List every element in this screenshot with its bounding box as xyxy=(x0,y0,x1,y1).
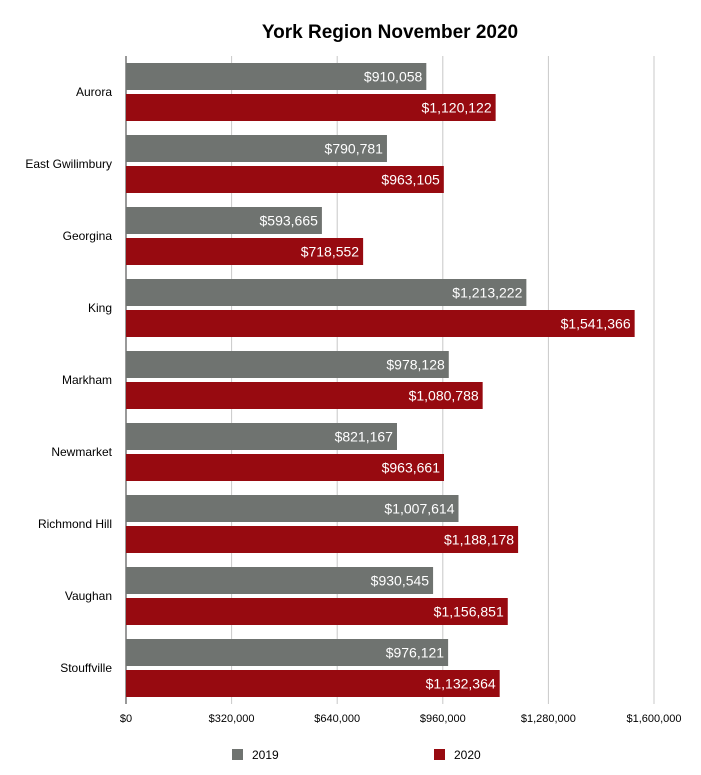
bars: $910,058 $1,120,122 $790,781 $963,105 $593,6… xyxy=(126,63,635,697)
category-label: Markham xyxy=(62,373,112,387)
legend-label: 2020 xyxy=(454,748,481,762)
x-tick-label: $320,000 xyxy=(209,713,255,725)
bar-value-label: $593,665 xyxy=(260,213,319,229)
legend-swatch xyxy=(232,749,243,760)
legend: 2019 2020 xyxy=(232,748,481,762)
bar-value-label: $930,545 xyxy=(371,573,430,589)
bar-value-label: $978,128 xyxy=(386,357,445,373)
bar-value-label: $1,213,222 xyxy=(452,285,522,301)
legend-label: 2019 xyxy=(252,748,279,762)
bar-value-label: $821,167 xyxy=(335,429,394,445)
chart-title: York Region November 2020 xyxy=(262,22,518,43)
bar-value-label: $910,058 xyxy=(364,69,423,85)
bar-value-label: $1,156,851 xyxy=(434,604,504,620)
category-label: Newmarket xyxy=(51,445,112,459)
bar-2019-richmond-hill xyxy=(126,495,459,522)
bar-2019-stouffville xyxy=(126,639,449,666)
bar-2020-vaughan xyxy=(126,598,508,625)
bar-value-label: $963,105 xyxy=(381,172,440,188)
bar-2019-east-gwilimbury xyxy=(126,135,387,162)
bar-value-label: $1,132,364 xyxy=(426,676,496,692)
bar-2020-stouffville xyxy=(126,670,500,697)
bar-value-label: $1,541,366 xyxy=(561,316,631,332)
bar-2019-georgina xyxy=(126,207,322,234)
legend-swatch xyxy=(434,749,445,760)
bar-2020-newmarket xyxy=(126,454,445,481)
bar-value-label: $1,007,614 xyxy=(384,501,454,517)
bar-2020-king xyxy=(126,310,635,337)
bar-2019-aurora xyxy=(126,63,427,90)
bar-value-label: $963,661 xyxy=(382,460,441,476)
bar-value-label: $976,121 xyxy=(386,645,445,661)
bar-2020-richmond-hill xyxy=(126,526,519,553)
bar-2019-markham xyxy=(126,351,449,378)
bar-2019-king xyxy=(126,279,527,306)
category-label: Vaughan xyxy=(65,589,112,603)
category-label: Stouffville xyxy=(60,661,112,675)
bar-value-label: $1,188,178 xyxy=(444,532,514,548)
category-label: King xyxy=(88,301,112,315)
bar-2019-newmarket xyxy=(126,423,397,450)
bar-2020-markham xyxy=(126,382,483,409)
category-label: East Gwilimbury xyxy=(25,157,112,171)
bar-value-label: $790,781 xyxy=(325,141,384,157)
bar-2020-east-gwilimbury xyxy=(126,166,444,193)
bar-value-label: $1,120,122 xyxy=(422,100,492,116)
bar-2019-vaughan xyxy=(126,567,434,594)
category-label: Richmond Hill xyxy=(38,517,112,531)
category-label: Aurora xyxy=(76,85,112,99)
bar-value-label: $1,080,788 xyxy=(409,388,479,404)
x-tick-label: $0 xyxy=(120,713,132,725)
x-tick-label: $640,000 xyxy=(314,713,360,725)
x-tick-label: $1,280,000 xyxy=(521,713,576,725)
category-label: Georgina xyxy=(63,229,113,243)
bar-2020-georgina xyxy=(126,238,364,265)
bar-2020-aurora xyxy=(126,94,496,121)
x-tick-label: $960,000 xyxy=(420,713,466,725)
x-tick-label: $1,600,000 xyxy=(626,713,681,725)
gridlines xyxy=(125,56,655,704)
x-axis-ticks: $0 $320,000 $640,000 $960,000 $1,280,000 $1,6… xyxy=(120,713,682,725)
bar-value-label: $718,552 xyxy=(301,244,360,260)
category-labels: Aurora East Gwilimbury Georgina King Markham… xyxy=(25,85,112,675)
